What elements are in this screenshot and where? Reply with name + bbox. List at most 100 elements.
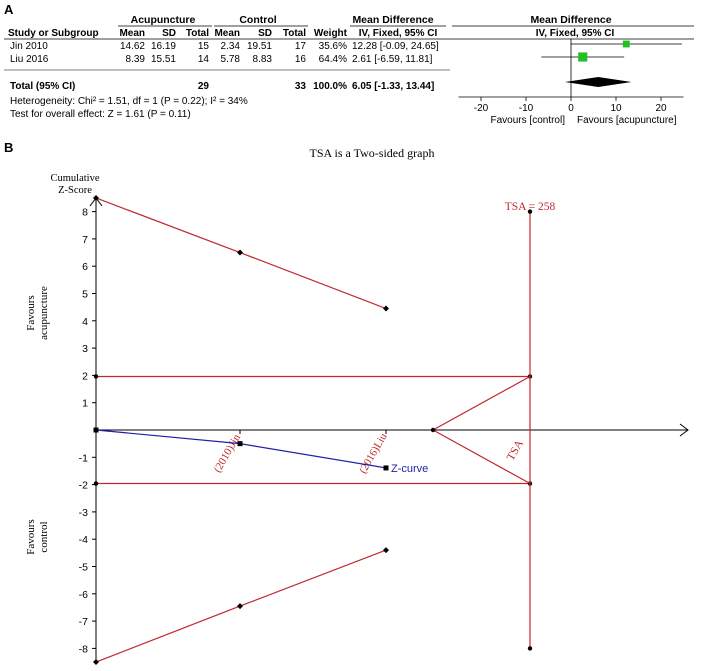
panel-b: B TSA is a Two-sided graph Cumulative Z-…	[4, 140, 689, 666]
total-ci: 6.05 [-1.33, 13.44]	[352, 81, 434, 92]
y-tick-label: 6	[82, 261, 88, 273]
col-mean-c: Mean	[214, 28, 240, 39]
z-curve-line	[95, 429, 387, 469]
group-header-mean-difference: Mean Difference	[352, 14, 433, 26]
cell-ci: 2.61 [-6.59, 11.81]	[352, 54, 433, 65]
col-method-plot: IV, Fixed, 95% CI	[536, 28, 615, 39]
y-tick-label: -7	[79, 616, 88, 628]
cell-total-c: 17	[295, 41, 307, 52]
favours-acupuncture-axis-label: Favours	[25, 295, 37, 330]
cell-weight: 64.4%	[319, 54, 347, 65]
forest-x-tick-label: 10	[610, 103, 622, 114]
y-tick-label: -3	[79, 507, 88, 519]
pooled-diamond	[565, 77, 632, 87]
y-tick-label: 2	[82, 370, 88, 382]
x-study-label: (2010)Jin	[212, 432, 244, 475]
forest-x-tick-label: -20	[474, 103, 489, 114]
study-effect-square	[578, 52, 588, 62]
y-tick-label: 7	[82, 234, 88, 246]
col-total-e: Total	[186, 28, 209, 39]
boundary-point	[93, 481, 99, 486]
y-axis-label-line1: Cumulative	[51, 173, 100, 184]
cell-sd-e: 16.19	[151, 41, 176, 52]
ris-top-point	[527, 209, 533, 214]
total-e: 29	[198, 81, 210, 92]
col-total-c: Total	[283, 28, 306, 39]
col-study: Study or Subgroup	[8, 28, 99, 39]
cell-sd-c: 8.83	[253, 54, 273, 65]
panel-a: A Acupuncture Control Mean Difference Me…	[4, 2, 694, 126]
cell-mean-e: 8.39	[126, 54, 146, 65]
plot-header-mean-difference: Mean Difference	[530, 14, 611, 26]
heterogeneity-text: Heterogeneity: Chi² = 1.51, df = 1 (P = …	[10, 96, 248, 107]
cell-total-c: 16	[295, 54, 307, 65]
col-mean-e: Mean	[119, 28, 145, 39]
cell-ci: 12.28 [-0.09, 24.65]	[352, 41, 439, 52]
panel-b-label: B	[4, 140, 13, 155]
z-curve-point	[93, 427, 99, 433]
total-label: Total (95% CI)	[10, 81, 75, 92]
favours-acupuncture-label: Favours [acupuncture]	[577, 115, 677, 126]
x-axis-arrow	[679, 423, 689, 437]
group-header-acupuncture: Acupuncture	[131, 14, 196, 26]
futility-boundary-upper	[432, 375, 531, 431]
total-c: 33	[295, 81, 307, 92]
panel-a-label: A	[4, 2, 14, 17]
forest-x-tick-label: 0	[568, 103, 574, 114]
favours-acupuncture-axis-label-2: acupuncture	[38, 286, 50, 340]
boundary-point	[93, 194, 99, 201]
boundary-point	[237, 249, 243, 256]
cell-sd-c: 19.51	[247, 41, 272, 52]
z-curve-label: Z-curve	[391, 463, 428, 475]
cell-weight: 35.6%	[319, 41, 347, 52]
cell-sd-e: 15.51	[151, 54, 176, 65]
cell-study: Liu 2016	[10, 54, 49, 65]
forest-x-tick-label: 20	[655, 103, 667, 114]
tsa-title: TSA is a Two-sided graph	[310, 146, 435, 160]
forest-plot: -20 -10 0 10 20	[458, 39, 684, 114]
overall-effect-text: Test for overall effect: Z = 1.61 (P = 0…	[10, 109, 191, 120]
tsa-ris-label: TSA = 258	[505, 201, 556, 213]
total-weight: 100.0%	[313, 81, 347, 92]
y-tick-label: 8	[82, 207, 88, 219]
col-sd-e: SD	[162, 28, 176, 39]
forest-x-tick-label: -10	[519, 103, 534, 114]
boundary-point	[93, 374, 99, 379]
tsa-plot: 8 7 6 5 4 3 2 1 -1 -2 -3 -4 -5 -6 -7 -8 TSA = 258 TSA (201…	[79, 194, 689, 666]
y-tick-label: 5	[82, 289, 88, 301]
table-row: Jin 2010 14.62 16.19 15 2.34 19.51 17 35…	[10, 41, 439, 52]
col-method: IV, Fixed, 95% CI	[359, 28, 438, 39]
tsa-axis-label: TSA	[505, 437, 527, 462]
y-tick-label: -6	[79, 589, 88, 601]
boundary-point	[383, 305, 389, 312]
cell-total-e: 15	[198, 41, 210, 52]
group-header-control: Control	[239, 14, 276, 26]
futility-apex-point	[430, 427, 436, 433]
cell-mean-c: 5.78	[221, 54, 241, 65]
col-weight: Weight	[314, 28, 348, 39]
cell-mean-c: 2.34	[221, 41, 241, 52]
y-tick-label: -4	[79, 534, 88, 546]
y-tick-label: 4	[82, 316, 88, 328]
z-curve-point	[237, 441, 243, 447]
col-sd-c: SD	[258, 28, 272, 39]
y-tick-label: -8	[79, 643, 88, 655]
futility-boundary-lower	[432, 429, 531, 485]
cell-total-e: 14	[198, 54, 210, 65]
cell-study: Jin 2010	[10, 41, 48, 52]
y-tick-label: 3	[82, 343, 88, 355]
z-curve-point	[383, 465, 389, 471]
favours-control-axis-label-2: control	[38, 521, 50, 552]
y-tick-label: -5	[79, 562, 88, 574]
boundary-point	[93, 659, 99, 666]
table-row-total: Total (95% CI) 29 33 100.0% 6.05 [-1.33,…	[10, 81, 434, 92]
cell-mean-e: 14.62	[120, 41, 145, 52]
ris-bottom-point	[527, 646, 533, 651]
y-tick-label: -2	[79, 480, 88, 492]
y-tick-label: -1	[79, 452, 88, 464]
study-effect-square	[622, 40, 630, 48]
boundary-point	[237, 603, 243, 610]
table-row: Liu 2016 8.39 15.51 14 5.78 8.83 16 64.4…	[10, 54, 433, 65]
boundary-point	[383, 547, 389, 554]
